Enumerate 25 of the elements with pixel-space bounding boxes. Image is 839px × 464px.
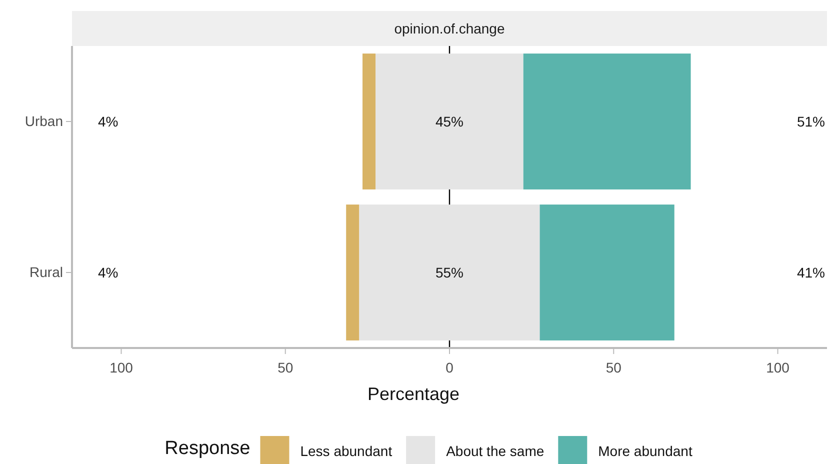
bar [540, 204, 674, 340]
chart-title: opinion.of.change [394, 20, 505, 36]
x-tick-label: 100 [110, 359, 134, 376]
legend-title: Response [164, 438, 250, 459]
legend-label: About the same [446, 443, 544, 459]
y-tick-label: Rural [30, 264, 63, 280]
data-label: 45% [435, 114, 464, 130]
data-label: 51% [796, 114, 825, 130]
data-label: 4% [98, 114, 118, 130]
legend-label: More abundant [598, 443, 692, 459]
x-tick-label: 50 [606, 359, 622, 376]
x-tick-label: 0 [446, 359, 454, 376]
bar [359, 204, 540, 340]
bar [376, 54, 524, 190]
bar [346, 204, 360, 340]
x-tick-label: 50 [278, 359, 294, 376]
bar [362, 54, 376, 190]
data-label: 41% [796, 264, 825, 280]
x-axis-title: Percentage [367, 384, 460, 404]
legend-label: Less abundant [300, 443, 392, 459]
y-tick-label: Urban [24, 112, 63, 129]
data-label: 55% [435, 264, 464, 280]
data-label: 4% [98, 264, 118, 280]
bar [523, 54, 691, 190]
x-tick-label: 100 [766, 359, 790, 376]
